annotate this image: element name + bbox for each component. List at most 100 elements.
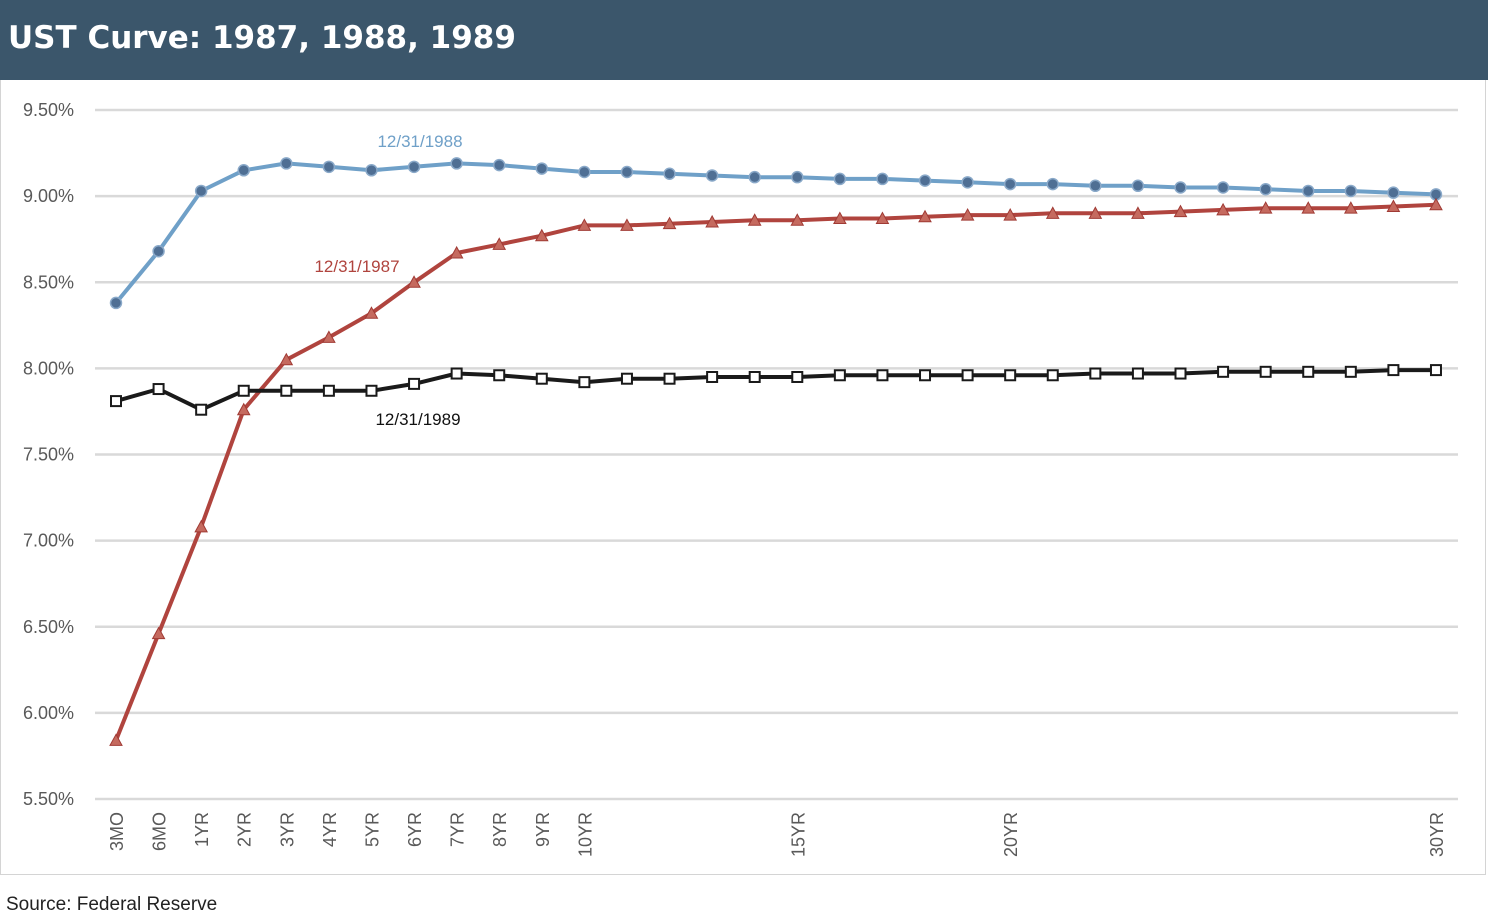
data-point [1386,199,1401,212]
data-point [535,372,548,385]
data-point [833,211,847,225]
data-point [450,367,463,380]
data-point [961,369,974,382]
data-point [790,213,805,226]
data-point [578,165,591,179]
data-point [322,384,335,397]
series-label: 12/31/1988 [377,132,462,151]
yield-curve-chart: 5.50% 6.00% 6.50% 7.00% 7.50% 8.00% 8.50% 9.00%… [23,100,1458,857]
data-point [791,170,804,184]
data-point [151,626,166,640]
data-point [833,369,846,382]
data-point [1302,365,1315,378]
y-tick-label: 6.50% [23,617,74,637]
data-point [705,214,719,228]
data-point [1004,369,1017,382]
series-line [114,202,1437,742]
gridlines [95,108,1458,801]
x-tick-label: 10YR [575,812,595,857]
data-point [1343,201,1358,214]
data-point [280,157,293,170]
data-point [492,237,507,250]
x-tick-label: 15YR [788,812,808,857]
data-point [1259,182,1272,196]
data-point [620,372,633,385]
y-tick-label: 7.50% [23,445,74,465]
data-point [1089,179,1102,193]
data-point [577,218,592,231]
data-point [918,209,932,223]
data-point [408,377,421,390]
data-point [449,245,464,259]
data-point [109,733,123,746]
data-point [535,162,549,175]
data-point [748,170,761,184]
series-label: 12/31/1987 [314,257,399,276]
data-point [493,369,506,382]
series-lines [114,161,1437,742]
data-point [1131,367,1144,380]
data-point [194,184,208,198]
data-point [407,275,421,288]
data-point [450,157,463,170]
data-point [1089,367,1102,380]
data-point [279,352,294,366]
data-point [620,165,634,179]
data-point [1344,184,1358,198]
series-label: 12/31/1989 [375,410,460,429]
data-point [663,167,676,180]
data-point [1217,365,1230,378]
y-tick-label: 8.50% [23,272,74,292]
y-tick-label: 5.50% [23,789,74,809]
data-point [918,174,932,187]
data-point [1259,365,1272,378]
data-point [705,169,719,182]
x-tick-label: 30YR [1427,812,1447,857]
data-point [365,164,378,177]
data-point [1174,181,1187,194]
data-point [1045,206,1060,219]
x-tick-label: 1YR [192,812,212,847]
data-point [1174,367,1187,380]
data-point [1216,181,1230,194]
y-tick-label: 6.00% [23,703,74,723]
data-point [1216,202,1230,216]
data-point [1173,204,1188,218]
data-point [578,376,591,389]
x-tick-label: 7YR [448,812,468,847]
data-point [1429,197,1443,211]
data-point [663,372,676,385]
data-point [833,172,847,186]
data-point [1387,364,1400,377]
data-point [322,330,336,343]
data-point [1131,179,1145,193]
data-point [280,384,293,397]
data-point [961,176,974,189]
chart-title: UST Curve: 1987, 1988, 1989 [8,20,516,56]
data-point [152,383,165,396]
data-point [1344,365,1357,378]
data-point [237,384,250,397]
x-tick-label: 2YR [235,812,255,847]
data-point [365,384,378,397]
data-point [194,519,209,533]
x-tick-label: 5YR [362,812,382,847]
data-point [322,160,336,174]
data-point [195,403,208,416]
series-line [115,368,1436,412]
series-line [114,161,1437,305]
x-tick-label: 8YR [490,812,510,847]
data-point [706,370,719,383]
data-point [237,164,250,177]
data-point [1131,206,1145,219]
data-point [1387,186,1400,199]
data-point [109,296,123,310]
x-tick-label: 9YR [533,812,553,847]
data-point [748,370,761,383]
x-tick-label: 6YR [405,812,425,847]
x-tick-label: 6MO [150,812,170,851]
y-tick-label: 8.00% [23,358,74,378]
source-note: Source: Federal Reserve [6,894,218,915]
data-point [791,370,804,383]
x-tick-label: 20YR [1001,812,1021,857]
